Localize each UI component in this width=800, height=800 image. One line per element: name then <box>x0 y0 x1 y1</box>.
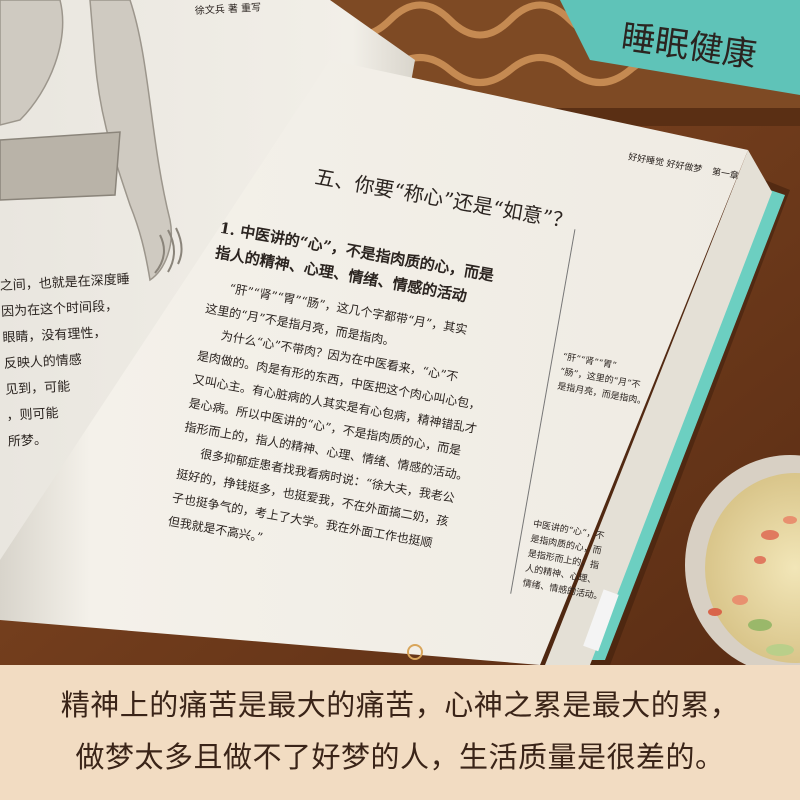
svg-text:反映人的情感: 反映人的情感 <box>3 352 82 372</box>
caption-banner: 精神上的痛苦是最大的痛苦，心神之累是最大的累， 做梦太多且做不了好梦的人，生活质… <box>0 665 800 800</box>
tea-cup <box>685 455 800 665</box>
svg-text:所梦。: 所梦。 <box>8 433 48 450</box>
background-book-cover <box>560 0 800 95</box>
moon-ornament-icon <box>407 644 423 660</box>
caption-line-1: 精神上的痛苦是最大的痛苦，心神之累是最大的累， <box>60 688 740 722</box>
book-teal-edge <box>590 190 785 660</box>
svg-text:因为在这个时间段，: 因为在这个时间段， <box>1 298 119 320</box>
right-page <box>0 60 748 665</box>
svg-text:之间，也就是在深度睡: 之间，也就是在深度睡 <box>0 271 130 294</box>
svg-text:眼睛，没有理性，: 眼睛，没有理性， <box>2 326 107 346</box>
book-photo: 睡眠健康 徐文兵 著 重写 之间，也就是在深度睡 因为在这个时间段， 眼睛，没有… <box>0 0 800 665</box>
book-page-edges <box>545 150 772 665</box>
left-page-header: 徐文兵 著 重写 <box>194 1 261 17</box>
svg-text:，则可能: ，则可能 <box>6 406 59 424</box>
sidenote-divider <box>510 229 576 594</box>
left-page-text: 之间，也就是在深度睡 因为在这个时间段， 眼睛，没有理性， 反映人的情感 见到，… <box>0 271 130 450</box>
caption-line-2: 做梦太多且做不了好梦的人，生活质量是很差的。 <box>75 740 725 774</box>
svg-text:见到，可能: 见到，可能 <box>5 379 71 397</box>
